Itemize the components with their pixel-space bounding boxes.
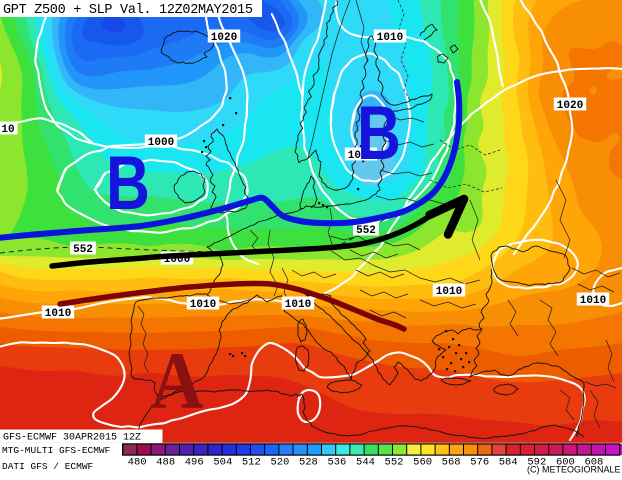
svg-text:552: 552	[385, 457, 404, 469]
svg-text:536: 536	[327, 457, 346, 469]
svg-text:608: 608	[584, 457, 603, 469]
svg-text:568: 568	[442, 457, 461, 469]
svg-text:1010: 1010	[45, 308, 71, 320]
svg-text:DATI GFS / ECMWF: DATI GFS / ECMWF	[2, 461, 94, 472]
svg-text:GFS-ECMWF 30APR2015 12Z: GFS-ECMWF 30APR2015 12Z	[3, 433, 141, 444]
svg-text:1000: 1000	[148, 137, 174, 149]
svg-text:504: 504	[213, 457, 232, 469]
svg-text:1010: 1010	[580, 295, 606, 307]
svg-text:584: 584	[499, 457, 518, 469]
svg-text:GPT Z500 + SLP Val. 12Z02MAY20: GPT Z500 + SLP Val. 12Z02MAY2015	[3, 3, 253, 18]
svg-text:1010: 1010	[377, 32, 403, 44]
svg-text:A: A	[150, 334, 203, 425]
svg-text:B: B	[357, 91, 401, 176]
svg-text:488: 488	[156, 457, 175, 469]
svg-text:576: 576	[470, 457, 489, 469]
svg-text:496: 496	[185, 457, 204, 469]
svg-text:10: 10	[1, 124, 14, 136]
svg-text:1010: 1010	[285, 299, 311, 311]
svg-text:520: 520	[270, 457, 289, 469]
svg-text:1010: 1010	[436, 286, 462, 298]
svg-text:1020: 1020	[557, 100, 583, 112]
svg-text:480: 480	[128, 457, 147, 469]
svg-text:(C) METEOGIORNALE: (C) METEOGIORNALE	[527, 465, 621, 475]
svg-text:600: 600	[556, 457, 575, 469]
svg-text:592: 592	[527, 457, 546, 469]
svg-text:544: 544	[356, 457, 375, 469]
svg-text:560: 560	[413, 457, 432, 469]
svg-text:MTG-MULTI GFS-ECMWF: MTG-MULTI GFS-ECMWF	[2, 445, 111, 456]
svg-text:552: 552	[73, 244, 93, 256]
svg-text:528: 528	[299, 457, 318, 469]
svg-text:1020: 1020	[211, 32, 237, 44]
svg-text:552: 552	[356, 225, 376, 237]
svg-text:1010: 1010	[190, 299, 216, 311]
svg-text:512: 512	[242, 457, 261, 469]
svg-text:B: B	[106, 141, 150, 226]
svg-text:1000: 1000	[348, 150, 374, 162]
